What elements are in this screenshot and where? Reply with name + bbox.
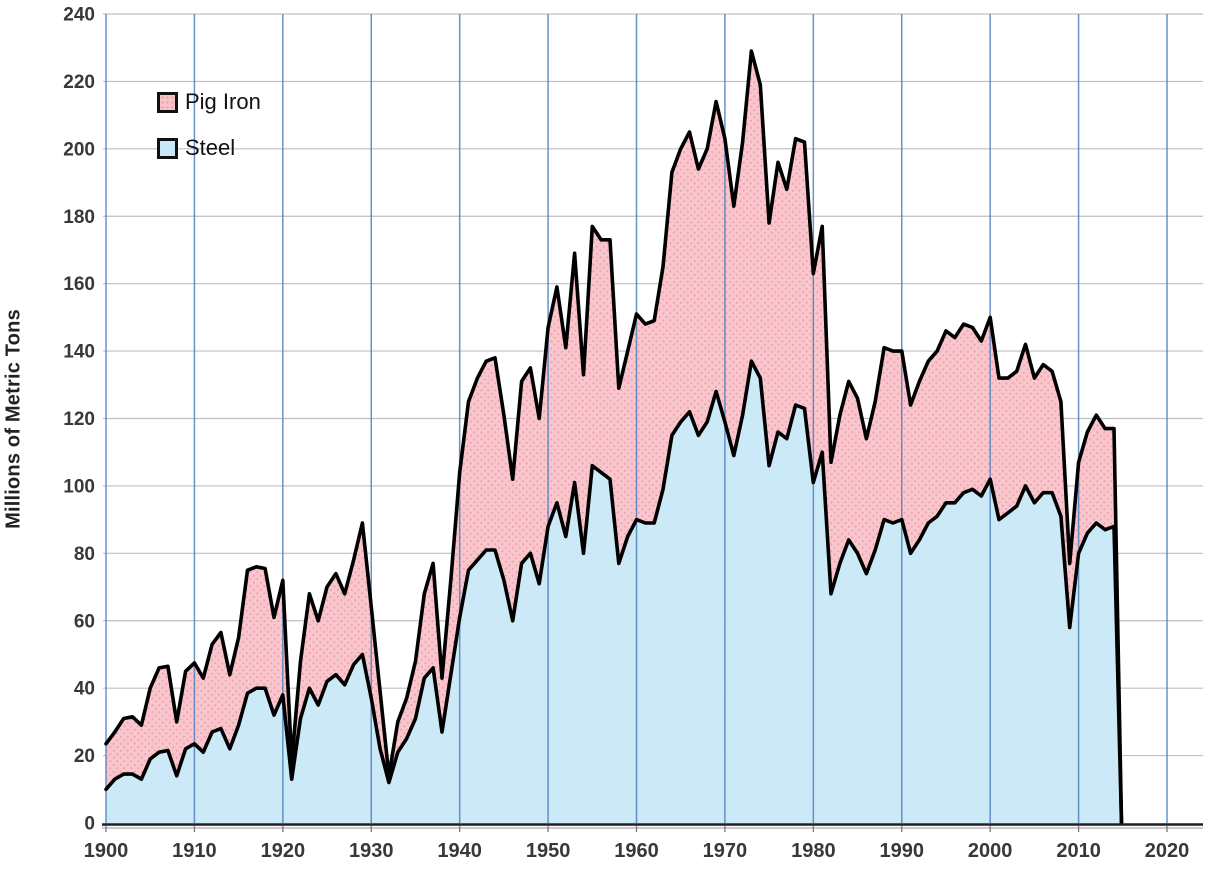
vertical-gridlines	[105, 14, 1168, 823]
x-tick-label: 1970	[703, 840, 748, 862]
legend-label-pig-iron: Pig Iron	[185, 89, 261, 114]
y-tick-label: 200	[63, 139, 95, 160]
total-pig-iron-plus-steel-line	[104, 49, 1124, 825]
steel-line	[104, 359, 1124, 825]
x-tick-label: 1900	[84, 840, 129, 862]
x-tick-label: 2020	[1145, 840, 1190, 862]
legend: Pig Iron Steel	[157, 90, 261, 160]
y-axis-title: Millions of Metric Tons	[2, 309, 25, 529]
legend-item-pig-iron: Pig Iron	[157, 90, 261, 114]
x-tick-label: 2000	[968, 840, 1013, 862]
x-tick-label: 1960	[614, 840, 659, 862]
y-tick-label: 60	[74, 611, 95, 632]
steel-swatch-icon	[157, 137, 178, 159]
x-tick-label: 1930	[349, 840, 394, 862]
legend-label-steel: Steel	[185, 135, 236, 160]
y-tick-label: 0	[84, 814, 95, 835]
x-axis	[102, 823, 1203, 832]
y-tick-label: 100	[63, 476, 95, 497]
x-tick-label: 1980	[791, 840, 836, 862]
y-tick-label: 240	[63, 5, 95, 26]
y-tick-label: 120	[63, 409, 95, 430]
pig-iron-swatch-icon	[157, 91, 178, 113]
y-tick-label: 20	[74, 746, 95, 767]
pig-iron-area	[106, 51, 1122, 824]
x-tick-label: 1920	[261, 840, 306, 862]
series-areas	[106, 51, 1122, 824]
y-tick-label: 140	[63, 342, 95, 363]
x-tick-label: 1940	[437, 840, 482, 862]
legend-item-steel: Steel	[157, 136, 261, 160]
y-tick-label: 40	[74, 679, 95, 700]
x-tick-label: 2010	[1056, 840, 1101, 862]
axis-tick-labels: 0 20 40 60 80 100 120 140 160 180 200 220 240 1900 191…	[63, 5, 1189, 863]
x-tick-label: 1910	[172, 840, 217, 862]
x-tick-label: 1990	[880, 840, 925, 862]
x-tick-label: 1950	[526, 840, 571, 862]
y-tick-label: 180	[63, 207, 95, 228]
steel-area	[106, 361, 1122, 823]
y-tick-label: 80	[74, 544, 95, 565]
y-tick-label: 220	[63, 72, 95, 93]
series-outlines	[104, 49, 1124, 825]
y-tick-label: 160	[63, 274, 95, 295]
